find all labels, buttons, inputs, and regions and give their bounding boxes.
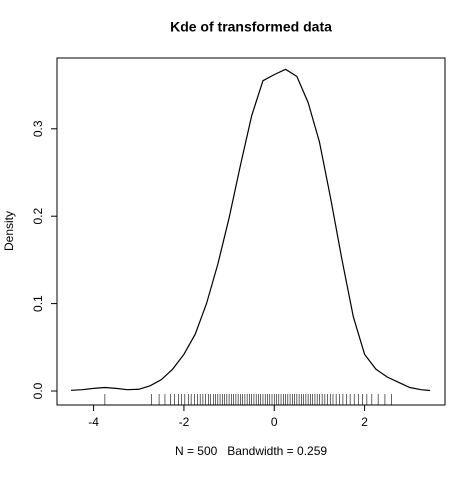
- x-tick-label: -4: [88, 415, 99, 429]
- y-tick-label: 0.3: [31, 120, 45, 137]
- y-axis-label: Density: [2, 211, 16, 251]
- x-tick-label: 0: [271, 415, 278, 429]
- x-tick-label: 2: [361, 415, 368, 429]
- x-tick-label: -2: [179, 415, 190, 429]
- x-axis-label: N = 500 Bandwidth = 0.259: [175, 444, 327, 458]
- plot-frame: [56, 57, 446, 406]
- density-line: [70, 68, 431, 392]
- y-tick-label: 0.1: [31, 295, 45, 312]
- y-tick-label: 0.2: [31, 208, 45, 225]
- y-tick-label: 0.0: [31, 382, 45, 399]
- chart-title: Kde of transformed data: [170, 19, 332, 35]
